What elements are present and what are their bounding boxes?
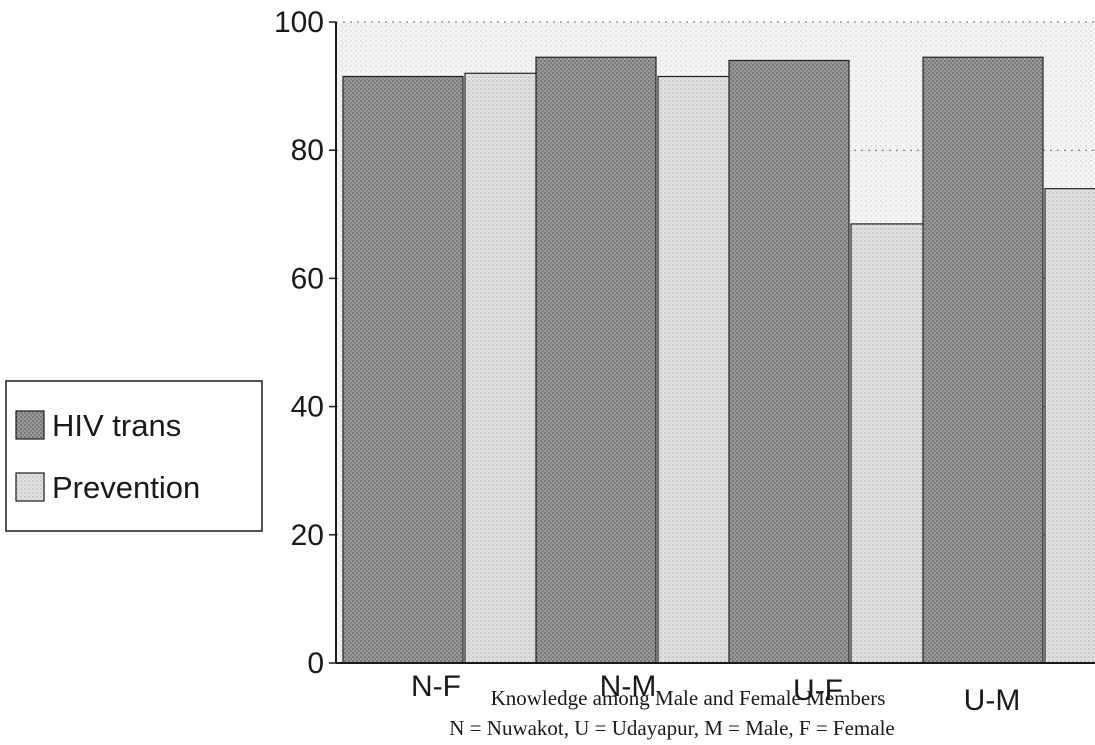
y-tick-label-40: 40: [291, 391, 324, 424]
legend: HIV trans Prevention: [5, 380, 263, 532]
bars: [342, 56, 1095, 664]
bar-n-m-hiv-trans: [535, 56, 657, 664]
legend-swatch-prevention: [15, 472, 45, 502]
y-tick-label-100: 100: [274, 6, 324, 39]
y-tick-label-80: 80: [291, 134, 324, 167]
legend-swatch-hiv-trans: [15, 410, 45, 440]
y-tick-label-60: 60: [291, 262, 324, 295]
legend-label-hiv-trans: HIV trans: [52, 408, 181, 443]
axes: 0 20 40 60 80 100: [274, 6, 1095, 680]
category-labels: N-F N-M U-F U-M: [411, 670, 1020, 717]
y-tick-label-0: 0: [307, 647, 324, 680]
category-label-u-f: U-F: [793, 674, 843, 707]
category-label-u-m: U-M: [964, 684, 1021, 717]
x-axis-label: Knowledge among Male and Female Members: [491, 686, 886, 710]
bar-u-m-hiv-trans: [922, 56, 1044, 664]
legend-label-prevention: Prevention: [52, 470, 200, 505]
legend-box: [5, 380, 263, 532]
bar-u-f-hiv-trans: [728, 59, 850, 664]
category-label-n-m: N-M: [600, 670, 657, 703]
category-label-n-f: N-F: [411, 670, 461, 703]
bar-n-f-hiv-trans: [342, 75, 464, 664]
y-tick-label-20: 20: [291, 519, 324, 552]
bar-u-m-prevention: [1044, 188, 1095, 664]
caption: N = Nuwakot, U = Udayapur, M = Male, F =…: [449, 716, 894, 740]
